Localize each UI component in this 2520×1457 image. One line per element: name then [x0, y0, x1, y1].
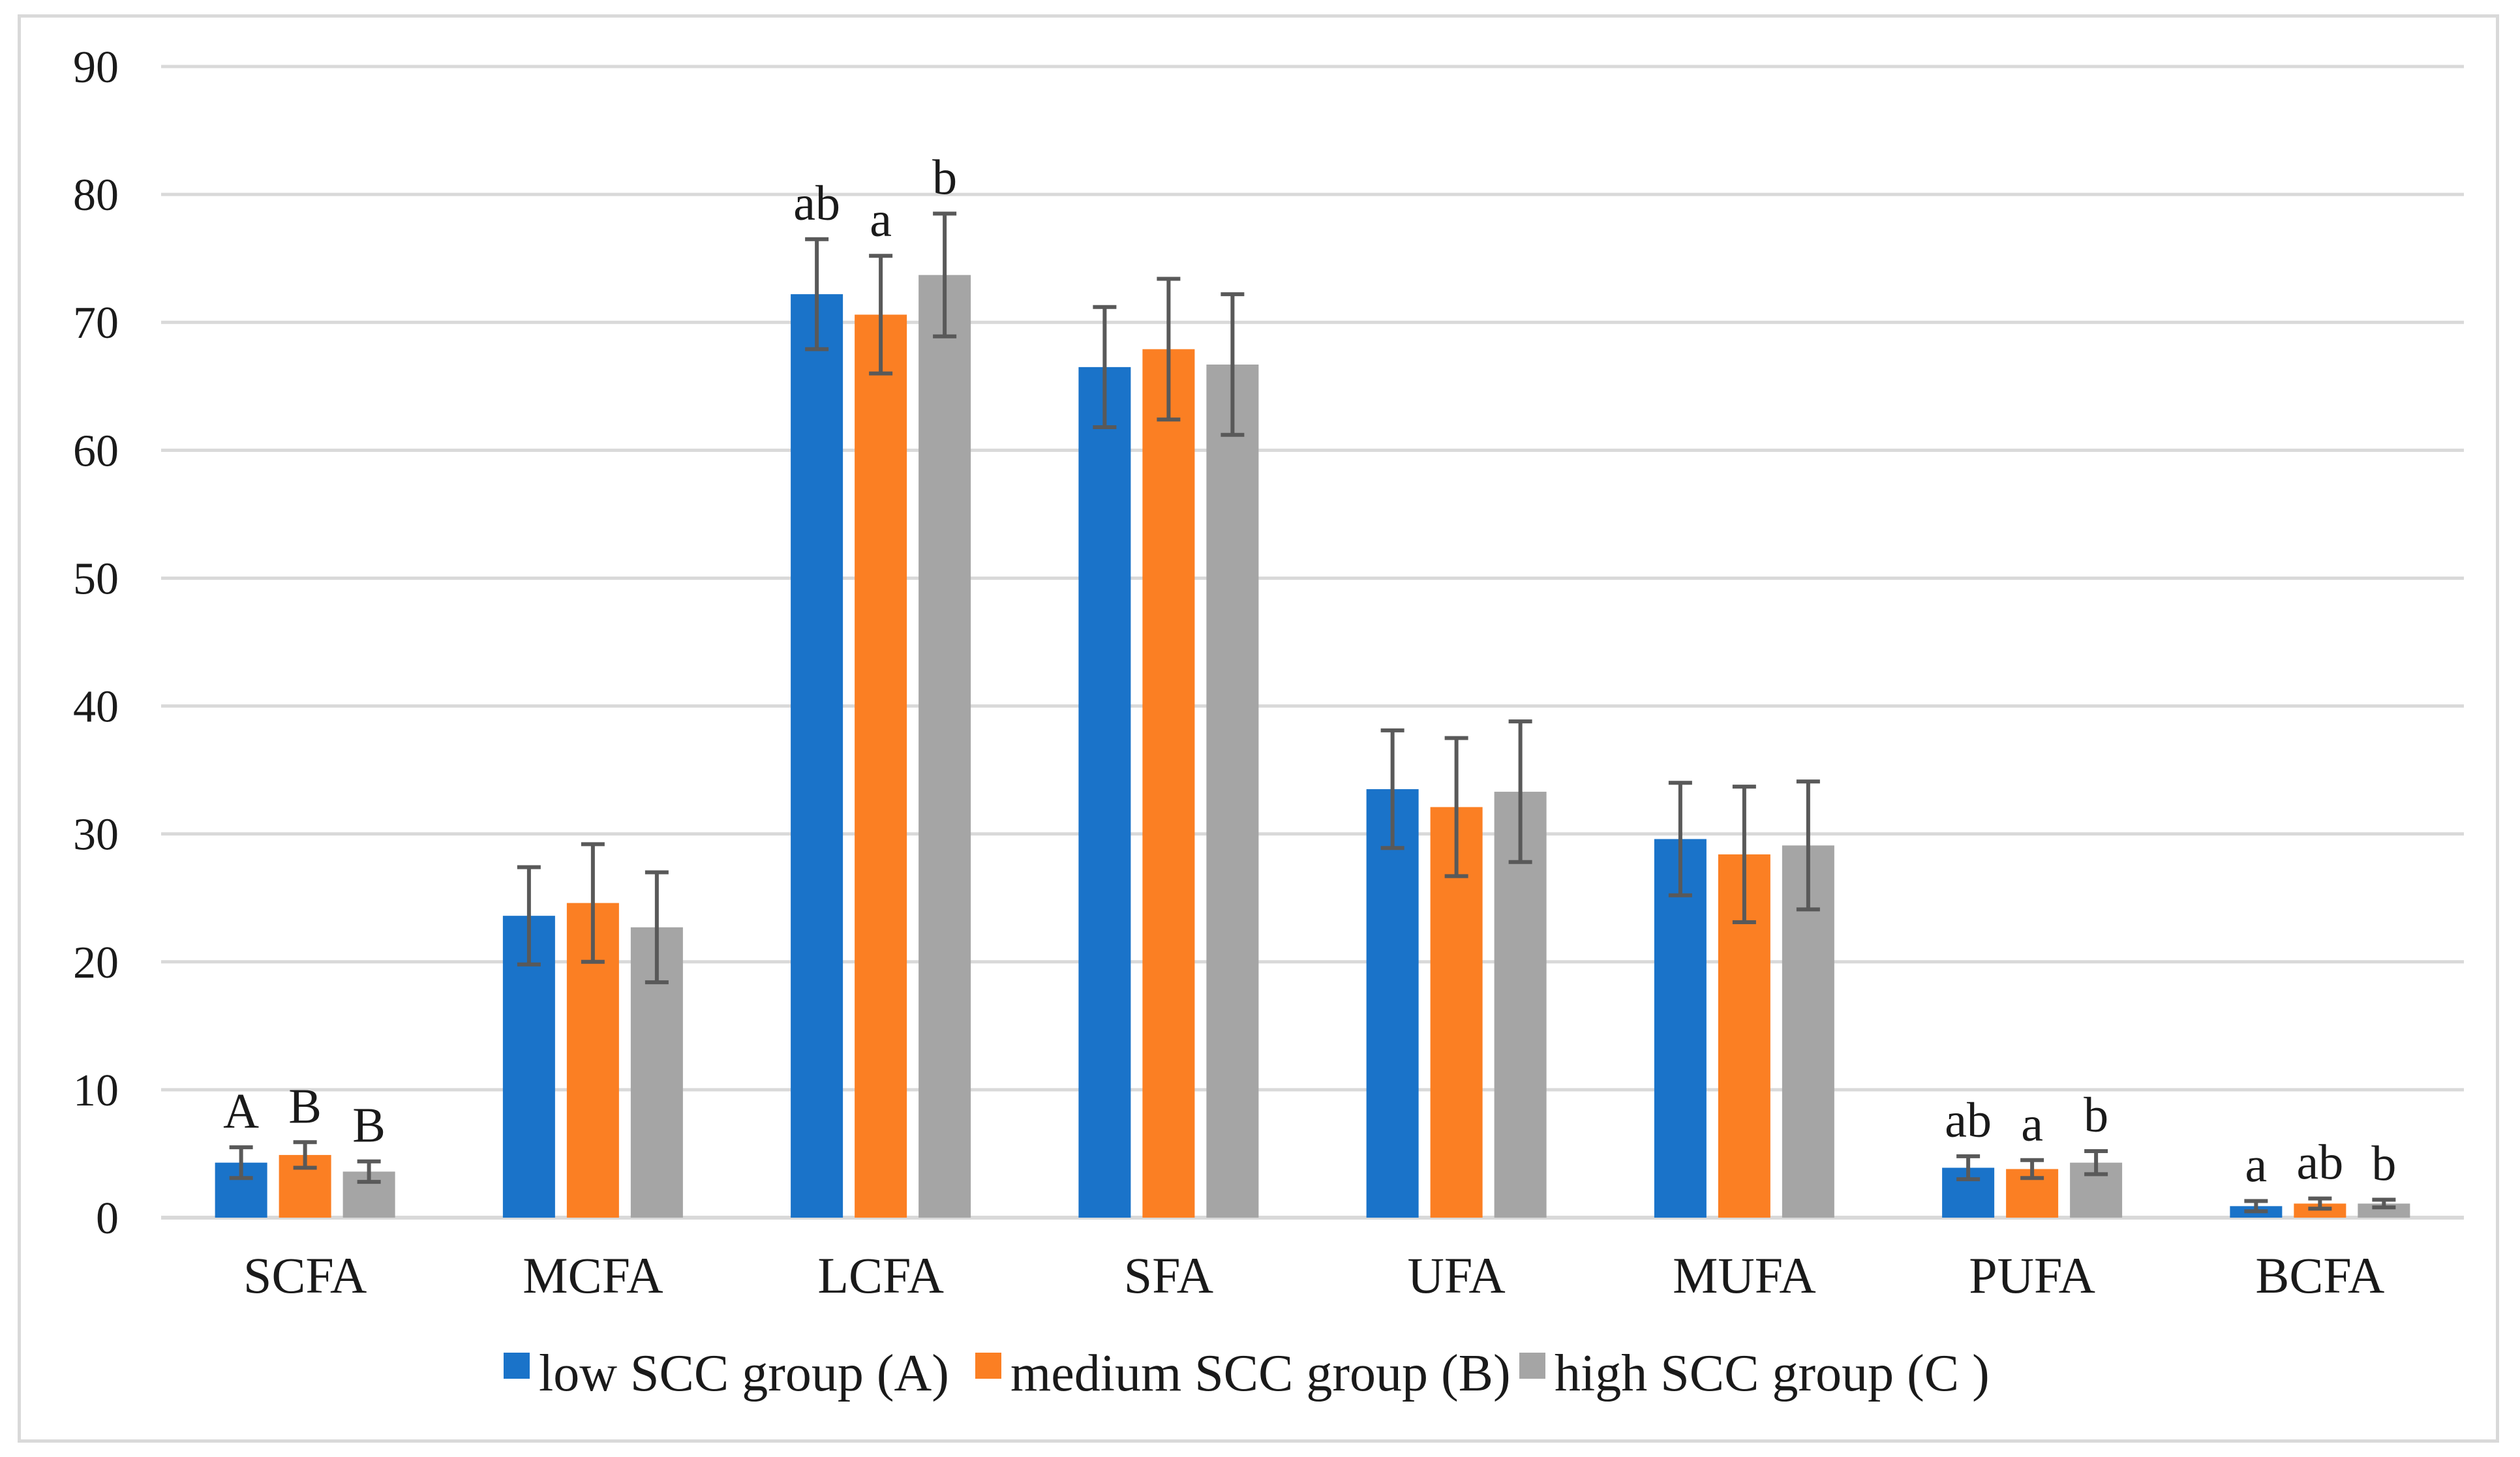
y-axis-ticks: 0 10 20 30 40 50 60 70 80 90: [73, 42, 119, 1244]
bar-sfa-3: [1206, 364, 1259, 1218]
y-tick-label-80: 80: [73, 170, 119, 220]
legend-swatch-1: [504, 1353, 530, 1379]
error-bars: [229, 211, 2396, 1214]
legend: low SCC group (A) medium SCC group (B) hig…: [504, 1345, 1990, 1402]
x-category-label-lcfa: LCFA: [817, 1247, 944, 1304]
significance-label-lcfa-3: b: [932, 151, 957, 205]
significance-label-bcfa-3: b: [2371, 1137, 2396, 1192]
x-category-label-mufa: MUFA: [1673, 1247, 1816, 1304]
y-tick-label-40: 40: [73, 682, 119, 732]
x-category-label-sfa: SFA: [1124, 1247, 1213, 1304]
bars: [215, 275, 2410, 1218]
bar-sfa-2: [1142, 349, 1195, 1218]
bar-lcfa-2: [855, 314, 907, 1218]
significance-label-lcfa-2: a: [870, 192, 892, 247]
legend-swatch-3: [1519, 1353, 1545, 1379]
y-tick-label-50: 50: [73, 554, 119, 604]
significance-label-pufa-1: ab: [1945, 1093, 1992, 1148]
significance-label-pufa-2: a: [2021, 1097, 2043, 1152]
significance-label-scfa-3: B: [352, 1098, 386, 1153]
y-tick-label-0: 0: [96, 1194, 119, 1244]
x-axis-categories: SCFA MCFA LCFA SFA UFA MUFA PUFA BCFA: [243, 1247, 2384, 1304]
y-tick-label-30: 30: [73, 810, 119, 860]
y-tick-label-90: 90: [73, 42, 119, 93]
significance-label-lcfa-1: ab: [793, 176, 840, 231]
significance-label-scfa-2: B: [288, 1079, 322, 1134]
significance-label-bcfa-2: ab: [2297, 1135, 2344, 1190]
x-category-label-pufa: PUFA: [1969, 1247, 2095, 1304]
bar-mufa-1: [1654, 839, 1707, 1218]
significance-label-pufa-3: b: [2084, 1088, 2108, 1143]
bar-ufa-1: [1366, 789, 1419, 1218]
bar-sfa-1: [1078, 367, 1131, 1218]
significance-label-scfa-1: A: [223, 1084, 259, 1139]
legend-label-3: high SCC group (C ): [1555, 1345, 1990, 1402]
x-category-label-bcfa: BCFA: [2255, 1247, 2384, 1304]
legend-label-1: low SCC group (A): [539, 1345, 949, 1402]
x-category-label-scfa: SCFA: [243, 1247, 367, 1304]
significance-label-bcfa-1: a: [2245, 1138, 2268, 1193]
bar-bcfa-3: [2358, 1203, 2410, 1218]
y-tick-label-70: 70: [73, 298, 119, 348]
x-category-label-mcfa: MCFA: [523, 1247, 663, 1304]
legend-swatch-2: [975, 1353, 1001, 1379]
y-tick-label-20: 20: [73, 938, 119, 988]
y-tick-label-60: 60: [73, 426, 119, 476]
y-tick-label-10: 10: [73, 1066, 119, 1116]
bar-lcfa-1: [791, 294, 843, 1218]
x-category-label-ufa: UFA: [1408, 1247, 1506, 1304]
legend-label-2: medium SCC group (B): [1010, 1345, 1511, 1402]
bar-lcfa-3: [918, 275, 971, 1218]
